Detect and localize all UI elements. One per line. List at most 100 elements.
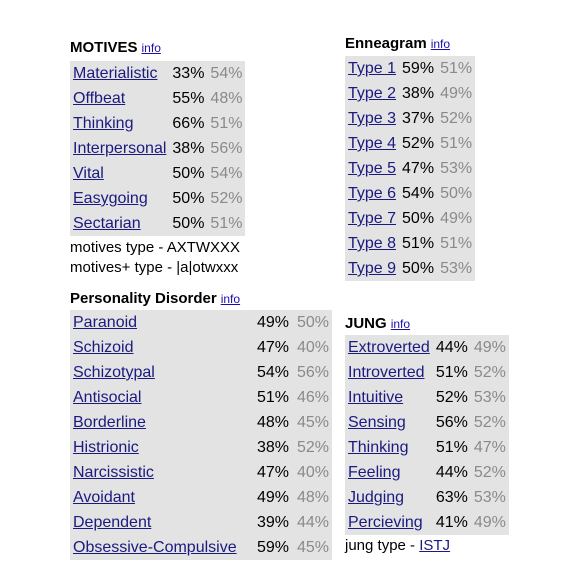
enneagram-row-average: 50% [440,185,473,202]
jung-row-average: 47% [473,439,506,456]
jung-row-score: 63% [435,489,468,506]
enneagram-row-link[interactable]: Type 1 [348,60,397,77]
enneagram-title-row: Enneagram info [345,35,475,53]
motives-row-link[interactable]: Sectarian [73,215,141,232]
motives-row-score: 50% [172,215,205,232]
pd-row-score: 48% [256,414,289,431]
motives-row: Vital 50% 54% [70,161,245,186]
motives-row-link[interactable]: Easygoing [73,190,148,207]
enneagram-row-link[interactable]: Type 9 [348,260,397,277]
enneagram-row-link[interactable]: Type 7 [348,210,397,227]
motives-row-link[interactable]: Materialistic [73,65,158,82]
motives-row-average: 51% [210,115,243,132]
enneagram-row: Type 8 51% 51% [345,231,475,256]
motives-row-score: 50% [172,165,205,182]
jung-row: Introverted 51% 52% [345,360,509,385]
pd-row-link[interactable]: Narcissistic [73,464,154,481]
enneagram-row: Type 6 54% 50% [345,181,475,206]
jung-row: Judging 63% 53% [345,485,509,510]
jung-row-score: 44% [435,339,468,356]
jung-row-link[interactable]: Sensing [348,414,406,431]
pd-row-link[interactable]: Schizotypal [73,364,155,381]
jung-row-average: 53% [473,389,506,406]
motives-row-average: 56% [210,140,243,157]
motives-row-link[interactable]: Vital [73,165,104,182]
jung-title-row: JUNG info [345,315,509,333]
motives-row-score: 38% [172,140,205,157]
enneagram-table-body: Type 1 59% 51% Type 2 38% 49% Type 3 37% 52% Type… [345,56,475,281]
enneagram-row-average: 51% [440,135,473,152]
enneagram-row-average: 49% [440,85,473,102]
motives-info-link[interactable]: info [141,41,161,55]
pd-row: Dependent 39% 44% [70,510,332,535]
pd-row-link[interactable]: Avoidant [73,489,135,506]
pd-title: Personality Disorder [70,290,217,307]
jung-row-score: 51% [435,439,468,456]
motives-row-score: 55% [172,90,205,107]
pd-table-body: Paranoid 49% 50% Schizoid 47% 40% Schizotypal 5… [70,310,332,560]
jung-row-link[interactable]: Extroverted [348,339,430,356]
enneagram-row-score: 51% [402,235,435,252]
pd-row-link[interactable]: Schizoid [73,339,134,356]
jung-row-link[interactable]: Thinking [348,439,409,456]
motives-row: Interpersonal 38% 56% [70,136,245,161]
motives-plus-type-line: motives+ type - |a|otwxxx [70,259,239,276]
pd-row-score: 59% [256,539,289,556]
pd-row-average: 45% [296,414,329,431]
motives-row-score: 33% [172,65,205,82]
jung-type-link[interactable]: ISTJ [419,537,451,554]
jung-row-link[interactable]: Feeling [348,464,401,481]
jung-row-link[interactable]: Judging [348,489,405,506]
pd-row-score: 49% [256,489,289,506]
jung-table-body: Extroverted 44% 49% Introverted 51% 52% Intuit… [345,335,509,535]
pd-row-link[interactable]: Histrionic [73,439,139,456]
enneagram-row-link[interactable]: Type 6 [348,185,397,202]
pd-row-link[interactable]: Antisocial [73,389,142,406]
jung-row: Thinking 51% 47% [345,435,509,460]
pd-row-average: 48% [296,489,329,506]
jung-row-score: 52% [435,389,468,406]
pd-row-score: 51% [256,389,289,406]
jung-row-average: 53% [473,489,506,506]
enneagram-row-link[interactable]: Type 8 [348,235,397,252]
pd-row: Histrionic 38% 52% [70,435,332,460]
jung-row-link[interactable]: Percieving [348,514,423,531]
motives-row-average: 48% [210,90,243,107]
enneagram-row: Type 2 38% 49% [345,81,475,106]
jung-row-link[interactable]: Intuitive [348,389,404,406]
jung-row-score: 41% [435,514,468,531]
pd-row-link[interactable]: Dependent [73,514,152,531]
pd-row-link[interactable]: Obsessive-Compulsive [73,539,237,556]
enneagram-row-link[interactable]: Type 2 [348,85,397,102]
motives-row-link[interactable]: Offbeat [73,90,126,107]
enneagram-row-link[interactable]: Type 5 [348,160,397,177]
jung-row: Intuitive 52% 53% [345,385,509,410]
enneagram-row-link[interactable]: Type 4 [348,135,397,152]
motives-row-link[interactable]: Thinking [73,115,134,132]
enneagram-row-score: 54% [402,185,435,202]
motives-row-average: 54% [210,165,243,182]
pd-row-link[interactable]: Borderline [73,414,146,431]
jung-table: Extroverted 44% 49% Introverted 51% 52% Intuit… [345,335,509,535]
enneagram-section: Enneagram info Type 1 59% 51% Type 2 38% 49% Ty… [345,35,476,281]
motives-row: Sectarian 50% 51% [70,211,245,236]
pd-info-link[interactable]: info [220,292,241,306]
enneagram-title: Enneagram [345,35,427,52]
motives-row-link[interactable]: Interpersonal [73,140,167,157]
enneagram-row: Type 7 50% 49% [345,206,475,231]
enneagram-row-average: 53% [440,260,473,277]
jung-row-link[interactable]: Introverted [348,364,425,381]
pd-row-score: 47% [256,464,289,481]
jung-info-link[interactable]: info [390,317,411,331]
motives-row: Offbeat 55% 48% [70,86,245,111]
jung-type-line: jung type - ISTJ [345,536,509,556]
jung-row-average: 52% [473,464,506,481]
enneagram-info-link[interactable]: info [430,37,451,51]
pd-row: Schizotypal 54% 56% [70,360,332,385]
pd-row: Avoidant 49% 48% [70,485,332,510]
enneagram-row-score: 50% [402,210,435,227]
pd-row-score: 49% [256,314,289,331]
pd-row-link[interactable]: Paranoid [73,314,138,331]
enneagram-row: Type 5 47% 53% [345,156,475,181]
enneagram-row-link[interactable]: Type 3 [348,110,397,127]
